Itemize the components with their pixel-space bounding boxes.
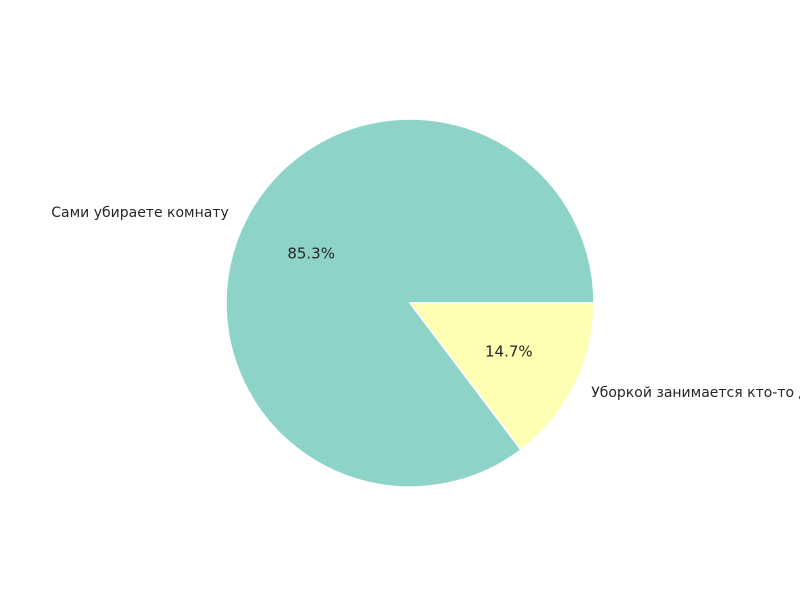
percent-label-2: 14.7% [485,343,533,361]
pie-labels: Сами убираете комнату 85.3% Уборкой занима… [51,205,800,401]
pie-slices [225,118,595,488]
slice-label-1: Сами убираете комнату [51,205,229,221]
percent-label-1: 85.3% [287,244,335,262]
slice-label-2: Уборкой занимается кто-то другой [591,385,800,401]
pie-slice-2 [409,302,595,451]
